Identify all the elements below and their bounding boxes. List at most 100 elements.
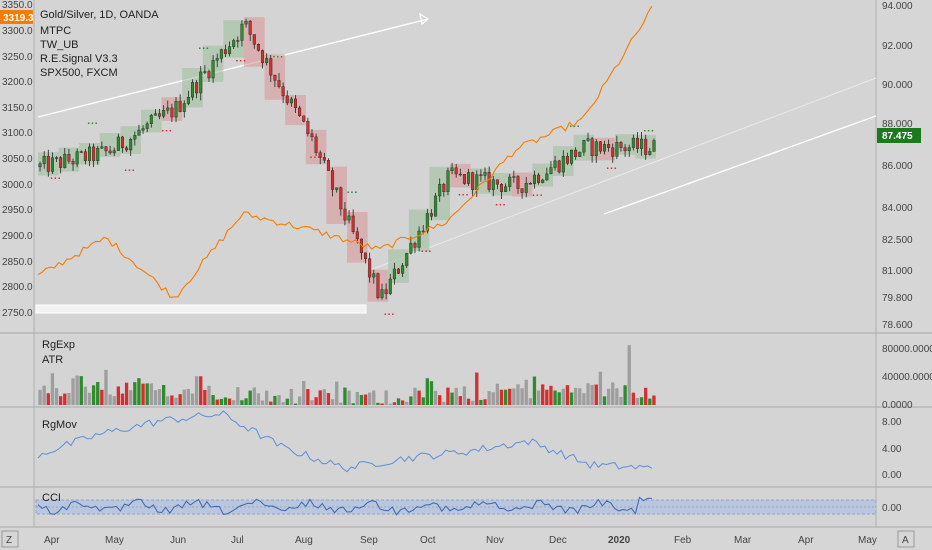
right-tick: 92.000 [882, 41, 913, 52]
volume-bar [648, 398, 652, 405]
volume-bar [508, 388, 512, 405]
right-tick: 94.000 [882, 1, 913, 12]
signal-marker: ▪ ▪ ▪ [162, 128, 172, 134]
candlesticks [38, 18, 656, 300]
candle-body [71, 161, 75, 165]
candle-body [219, 49, 223, 59]
signal-marker: ▪ ▪ ▪ [347, 190, 357, 196]
cci-pane-label: CCI [42, 492, 61, 504]
candle-body [145, 123, 149, 129]
candle-body [339, 187, 343, 210]
candle-body [384, 289, 388, 294]
candle-body [298, 107, 302, 117]
candle-body [561, 156, 565, 173]
candle-body [578, 151, 582, 157]
right-tick: 86.000 [882, 161, 913, 172]
volume-bar [602, 396, 607, 405]
candle-body [129, 139, 133, 151]
volume-bar [565, 385, 570, 405]
volume-bar [343, 387, 347, 405]
time-tick: Feb [674, 535, 692, 546]
candle-body [603, 144, 607, 152]
candle-body [553, 160, 557, 168]
volume-bar [574, 387, 578, 405]
candle-body [376, 273, 380, 298]
candle-body [46, 156, 50, 172]
candle-body [471, 172, 475, 190]
volume-tick: 80000.0000 [882, 344, 932, 355]
left-tick: 2800.0 [2, 282, 33, 293]
candle-body [141, 128, 145, 131]
candle-body [454, 167, 458, 175]
candle-body [619, 141, 623, 148]
candle-body [512, 176, 516, 178]
candle-body [166, 107, 170, 111]
candle-body [318, 152, 322, 158]
volume-bar [615, 388, 619, 405]
time-tick: Mar [734, 535, 752, 546]
right-tick: 88.000 [882, 119, 913, 130]
volume-bar [652, 395, 656, 405]
time-axis[interactable]: Apr May Jun Jul Aug Sep Oct Nov Dec 2020… [44, 535, 877, 546]
candle-body [409, 243, 413, 254]
timezone-button[interactable] [1, 530, 19, 548]
candle-body [83, 151, 87, 161]
candle-body [532, 174, 536, 184]
candle-body [458, 173, 462, 176]
candle-body [112, 150, 116, 154]
volume-bar [232, 400, 236, 405]
volume-bar [384, 390, 388, 405]
candle-body [240, 23, 244, 41]
candle-body [116, 136, 120, 151]
candle-body [294, 98, 298, 109]
candle-body [87, 146, 91, 161]
volume-bar [429, 381, 434, 405]
support-zone [35, 304, 367, 314]
candle-body [500, 184, 504, 192]
volume-bar [59, 396, 63, 405]
volume-bar [347, 390, 351, 405]
candle-body [397, 268, 401, 274]
left-price-axis[interactable]: 3350.0 3300.0 3250.0 3200.0 3150.0 3100.… [2, 0, 33, 319]
volume-bar [598, 371, 603, 405]
volume-bar [108, 394, 112, 405]
volume-bar [54, 388, 59, 405]
volume-bar [503, 389, 508, 405]
candle-body [285, 95, 289, 104]
candle-body [442, 184, 446, 192]
candle-body [248, 20, 252, 35]
candle-body [355, 231, 359, 240]
volume-bar [141, 383, 145, 405]
candle-body [174, 100, 178, 118]
volume-bar [417, 390, 421, 405]
signal-marker: ▪ ▪ ▪ [532, 193, 542, 199]
candle-body [545, 173, 549, 181]
volume-bar [67, 393, 71, 405]
legend-study-tw-ub: TW_UB [40, 39, 79, 51]
volume-bar [248, 390, 252, 405]
volume-bar [458, 396, 462, 405]
volume-bar [363, 394, 368, 405]
volume-bar [149, 383, 153, 405]
volume-bar [170, 395, 174, 405]
candle-body [623, 147, 627, 152]
left-tick: 3300.0 [2, 26, 33, 37]
right-tick: 90.000 [882, 80, 913, 91]
volume-bar [236, 387, 240, 405]
candle-body [236, 40, 240, 42]
candle-body [574, 149, 578, 157]
volume-bar [310, 400, 314, 405]
left-tick: 3050.0 [2, 154, 33, 165]
candle-body [178, 100, 182, 112]
volume-bar [631, 392, 635, 405]
auto-scale-button[interactable] [897, 530, 915, 548]
volume-bar [194, 376, 199, 405]
signal-marker: ▪ ▪ ▪ [421, 249, 431, 255]
volume-bar [83, 386, 88, 405]
rgmov-pane[interactable] [34, 408, 876, 486]
candle-body [162, 110, 166, 117]
right-price-axis[interactable]: 94.000 92.000 90.000 88.000 86.000 84.00… [882, 1, 913, 331]
time-tick: Jul [231, 535, 244, 546]
legend-title: Gold/Silver, 1D, OANDA [40, 9, 159, 21]
